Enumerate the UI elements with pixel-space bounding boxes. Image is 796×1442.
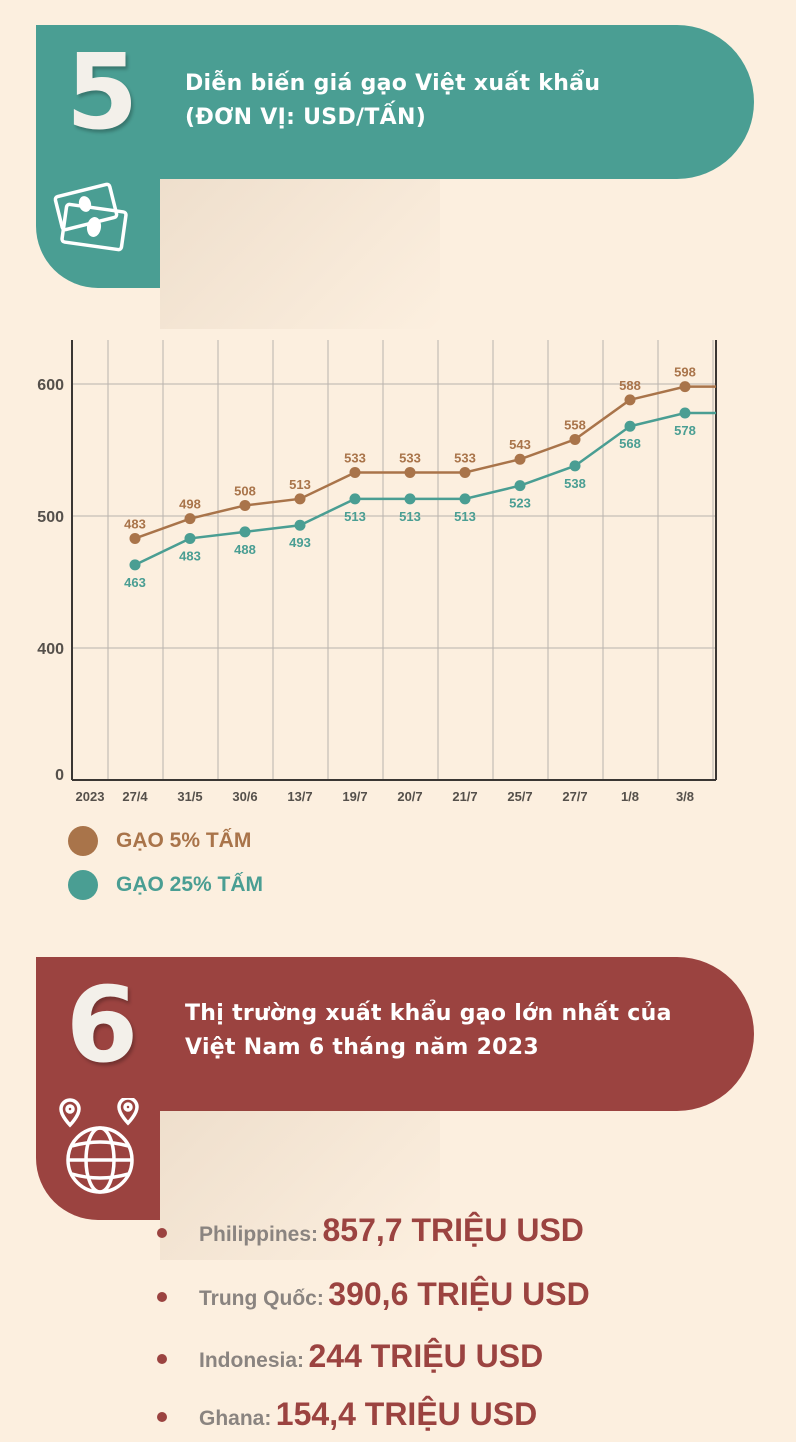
price-line-chart: 0 400 500 600 2023 27/4 31/5 30/6 13/7 19/7 20/7 21…: [37, 340, 717, 804]
data-point: [184, 532, 196, 544]
data-point: [184, 513, 196, 525]
data-point: [239, 526, 251, 538]
y-tick-label: 600: [37, 377, 64, 394]
data-point: [294, 519, 306, 531]
data-label: 538: [564, 476, 586, 491]
data-label: 568: [619, 436, 641, 451]
section-number: 6: [65, 964, 139, 1086]
data-point: [514, 480, 526, 492]
data-point: [624, 394, 636, 406]
data-label: 488: [234, 542, 256, 557]
bullet: [157, 1228, 167, 1238]
x-tick-label: 27/4: [122, 789, 148, 804]
data-point: [459, 466, 471, 478]
data-point: [569, 460, 581, 472]
data-label: 598: [674, 365, 696, 380]
title-line-1: Diễn biến giá gạo Việt xuất khẩu: [185, 71, 601, 96]
data-point: [129, 532, 141, 544]
x-tick-label: 19/7: [342, 789, 367, 804]
data-label: 483: [179, 548, 201, 563]
data-label: 463: [124, 575, 146, 590]
x-tick-label: 3/8: [676, 789, 694, 804]
legend-label: GẠO 25% TẤM: [116, 873, 264, 896]
data-point: [294, 493, 306, 505]
data-point: [129, 559, 141, 571]
market-name: Indonesia:: [199, 1349, 305, 1372]
data-label: 558: [564, 417, 586, 432]
y-tick-label: 500: [37, 509, 64, 526]
data-point: [514, 453, 526, 465]
title-line-2: (ĐƠN VỊ: USD/TẤN): [185, 105, 427, 130]
legend-swatch: [68, 826, 98, 856]
x-tick-label: 27/7: [562, 789, 587, 804]
data-label: 513: [289, 477, 311, 492]
y-tick-label: 0: [55, 767, 64, 784]
data-point: [569, 433, 581, 445]
globe-location-icon: [56, 1096, 148, 1202]
data-label: 523: [509, 496, 531, 511]
section-5-title: Diễn biến giá gạo Việt xuất khẩu (ĐƠN VỊ…: [185, 67, 730, 135]
data-label: 513: [399, 509, 421, 524]
x-tick-label: 30/6: [232, 789, 257, 804]
data-point: [679, 381, 691, 393]
data-label: 508: [234, 483, 256, 498]
data-label: 533: [399, 450, 421, 465]
data-point: [679, 407, 691, 419]
data-label: 493: [289, 535, 311, 550]
x-tick-label: 25/7: [507, 789, 532, 804]
bullet: [157, 1292, 167, 1302]
bullet: [157, 1354, 167, 1364]
section-number: 5: [65, 31, 139, 153]
money-icon: [52, 180, 134, 266]
data-point: [239, 499, 251, 511]
market-name: Philippines:: [199, 1223, 319, 1246]
market-value: 244 TRIỆU USD: [308, 1338, 544, 1374]
data-point: [349, 493, 361, 505]
x-tick-label: 31/5: [177, 789, 202, 804]
data-label: 513: [344, 509, 366, 524]
legend-label: GẠO 5% TẤM: [116, 829, 252, 852]
bullet: [157, 1412, 167, 1422]
data-label: 498: [179, 497, 201, 512]
data-label: 533: [344, 450, 366, 465]
x-tick-label: 1/8: [621, 789, 639, 804]
section-6-header: [36, 957, 754, 1111]
series-line: [134, 411, 716, 566]
y-tick-label: 400: [37, 641, 64, 658]
section-5-header: [36, 25, 754, 179]
legend-swatch: [68, 870, 98, 900]
x-tick-label: 2023: [76, 789, 105, 804]
data-point: [404, 493, 416, 505]
series-line: [134, 385, 716, 540]
data-point: [349, 466, 361, 478]
market-value: 857,7 TRIỆU USD: [322, 1212, 584, 1248]
header-shadow: [160, 1110, 440, 1260]
x-tick-label: 20/7: [397, 789, 422, 804]
market-name: Trung Quốc:: [199, 1287, 324, 1310]
data-label: 588: [619, 378, 641, 393]
market-value: 390,6 TRIỆU USD: [328, 1276, 590, 1312]
data-label: 513: [454, 509, 476, 524]
title-line-2: Việt Nam 6 tháng năm 2023: [185, 1035, 539, 1060]
data-point: [624, 420, 636, 432]
data-point: [404, 466, 416, 478]
market-value: 154,4 TRIỆU USD: [275, 1396, 538, 1432]
header-shadow: [160, 179, 440, 329]
data-label: 543: [509, 437, 531, 452]
x-tick-label: 21/7: [452, 789, 477, 804]
title-line-1: Thị trường xuất khẩu gạo lớn nhất của: [185, 1001, 672, 1026]
data-point: [459, 493, 471, 505]
market-name: Ghana:: [199, 1407, 272, 1430]
data-label: 578: [674, 423, 696, 438]
x-tick-label: 13/7: [287, 789, 312, 804]
data-label: 533: [454, 450, 476, 465]
data-label: 483: [124, 516, 146, 531]
section-6-title: Thị trường xuất khẩu gạo lớn nhất của Vi…: [185, 997, 730, 1065]
